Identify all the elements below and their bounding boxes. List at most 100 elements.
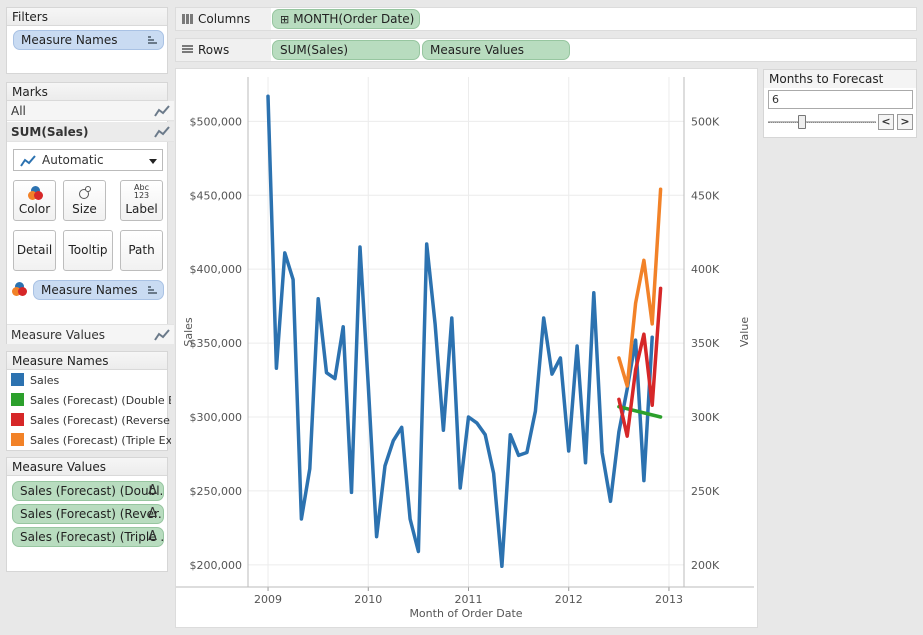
next-value-button[interactable]: > (897, 114, 913, 130)
legend-swatch (11, 433, 24, 446)
line-chart-icon (154, 105, 170, 117)
rows-shelf[interactable]: Rows SUM(Sales) Measure Values (175, 38, 917, 62)
y-left-tick-label: $400,000 (190, 263, 243, 276)
marks-row-measure-values[interactable]: Measure Values (7, 324, 174, 344)
plus-icon: ⊞ (280, 13, 290, 26)
color-button[interactable]: Color (13, 180, 56, 221)
chart-area: $500,000 500K $450,000 450K $400,000 400K $350… (175, 68, 758, 628)
measure-values-pill-label: Sales (Forecast) (Triple .. (20, 530, 164, 544)
x-tick-label: 2011 (455, 593, 483, 606)
line-chart-icon (154, 329, 170, 341)
measure-values-pill-reverse[interactable]: Sales (Forecast) (Rever.. Δ (12, 504, 164, 524)
filters-title: Filters (7, 8, 167, 26)
line-chart-icon (20, 155, 36, 167)
tooltip-button[interactable]: Tooltip (63, 230, 113, 271)
color-legend: Measure Names Sales Sales (Forecast) (Do… (6, 351, 171, 451)
legend-swatch (11, 373, 24, 386)
legend-item-triple-exp[interactable]: Sales (Forecast) (Triple Ex... (11, 432, 171, 450)
delta-icon: Δ (148, 529, 157, 544)
series-line-1 (617, 404, 663, 419)
filter-pill-label: Measure Names (21, 33, 118, 47)
columns-shelf[interactable]: Columns ⊞ MONTH(Order Date) (175, 7, 917, 31)
prev-value-button[interactable]: < (878, 114, 894, 130)
y-left-tick-label: $300,000 (190, 411, 243, 424)
path-button-label: Path (128, 243, 155, 257)
legend-item-double-exp[interactable]: Sales (Forecast) (Double E... (11, 392, 171, 410)
label-icon: Abc 123 (133, 183, 150, 200)
series-line-0 (266, 94, 654, 569)
color-icon (12, 282, 27, 296)
y-right-tick-label: 250K (691, 485, 720, 498)
size-button[interactable]: Size (63, 180, 106, 221)
delta-icon: Δ (148, 483, 157, 498)
marks-card: Marks All SUM(Sales) Automatic Color Siz (6, 82, 174, 344)
marks-row-measure-values-label: Measure Values (11, 328, 106, 342)
measure-values-pill-triple[interactable]: Sales (Forecast) (Triple .. Δ (12, 527, 164, 547)
months-to-forecast-parameter: Months to Forecast 6 < > (763, 69, 917, 138)
marks-row-sum-sales-label: SUM(Sales) (11, 125, 89, 139)
y-left-tick-label: $350,000 (190, 337, 243, 350)
rows-shelf-label: Rows (176, 39, 271, 61)
columns-pill-month-order-date[interactable]: ⊞ MONTH(Order Date) (272, 9, 420, 29)
x-tick-label: 2013 (655, 593, 683, 606)
delta-icon: Δ (148, 506, 157, 521)
y-right-tick-label: 200K (691, 559, 720, 572)
label-button[interactable]: Abc 123 Label (120, 180, 163, 221)
filters-card: Filters Measure Names (6, 7, 168, 74)
rows-pill-sum-sales[interactable]: SUM(Sales) (272, 40, 420, 60)
label-button-label: Label (125, 202, 158, 216)
legend-swatch (11, 413, 24, 426)
parameter-value: 6 (772, 93, 779, 106)
size-icon (79, 186, 92, 199)
chevron-down-icon (149, 159, 157, 164)
marks-title: Marks (7, 83, 167, 101)
color-button-label: Color (18, 202, 51, 216)
legend-label: Sales (Forecast) (Reverse ... (30, 414, 171, 427)
series-line-2 (617, 286, 663, 438)
y-right-tick-label: 500K (691, 115, 720, 128)
slider-thumb[interactable] (798, 115, 806, 129)
series-line-3 (617, 187, 663, 388)
y-right-tick-label: 450K (691, 189, 720, 202)
parameter-title: Months to Forecast (764, 70, 916, 88)
y-left-axis-title: Sales (182, 317, 195, 347)
color-icon (28, 186, 43, 200)
y-right-tick-label: 350K (691, 337, 720, 350)
sort-icon (148, 286, 157, 295)
color-pill-measure-names[interactable]: Measure Names (33, 280, 164, 300)
sales-forecast-chart[interactable]: $500,000 500K $450,000 450K $400,000 400K $350… (176, 69, 759, 629)
y-left-tick-label: $500,000 (190, 115, 243, 128)
marks-row-all[interactable]: All (7, 101, 174, 121)
mark-type-value: Automatic (42, 153, 104, 167)
x-tick-label: 2012 (555, 593, 583, 606)
y-right-tick-label: 400K (691, 263, 720, 276)
color-pill-label: Measure Names (41, 283, 138, 297)
parameter-input[interactable]: 6 (768, 90, 913, 109)
marks-row-all-label: All (11, 104, 26, 118)
x-tick-label: 2010 (354, 593, 382, 606)
tooltip-button-label: Tooltip (68, 243, 108, 257)
mark-type-dropdown[interactable]: Automatic (13, 149, 163, 171)
measure-values-pill-label: Sales (Forecast) (Doubl.. (20, 484, 164, 498)
legend-swatch (11, 393, 24, 406)
slider-track (768, 121, 876, 123)
measure-values-title: Measure Values (7, 458, 167, 476)
path-button[interactable]: Path (120, 230, 163, 271)
detail-button[interactable]: Detail (13, 230, 56, 271)
detail-button-label: Detail (16, 243, 53, 257)
x-axis-title: Month of Order Date (409, 607, 522, 620)
measure-values-pill-label: Sales (Forecast) (Rever.. (20, 507, 164, 521)
filter-pill-measure-names[interactable]: Measure Names (13, 30, 164, 50)
rows-pill-measure-values[interactable]: Measure Values (422, 40, 570, 60)
parameter-slider[interactable] (768, 115, 876, 129)
measure-values-pill-double[interactable]: Sales (Forecast) (Doubl.. Δ (12, 481, 164, 501)
legend-label: Sales (Forecast) (Triple Ex... (30, 434, 171, 447)
marks-row-sum-sales[interactable]: SUM(Sales) (7, 122, 174, 142)
legend-item-sales[interactable]: Sales (11, 372, 171, 390)
y-left-tick-label: $200,000 (190, 559, 243, 572)
line-chart-icon (154, 126, 170, 138)
legend-label: Sales (30, 374, 60, 387)
columns-shelf-label: Columns (176, 8, 271, 30)
y-left-tick-label: $450,000 (190, 189, 243, 202)
legend-item-reverse[interactable]: Sales (Forecast) (Reverse ... (11, 412, 171, 430)
